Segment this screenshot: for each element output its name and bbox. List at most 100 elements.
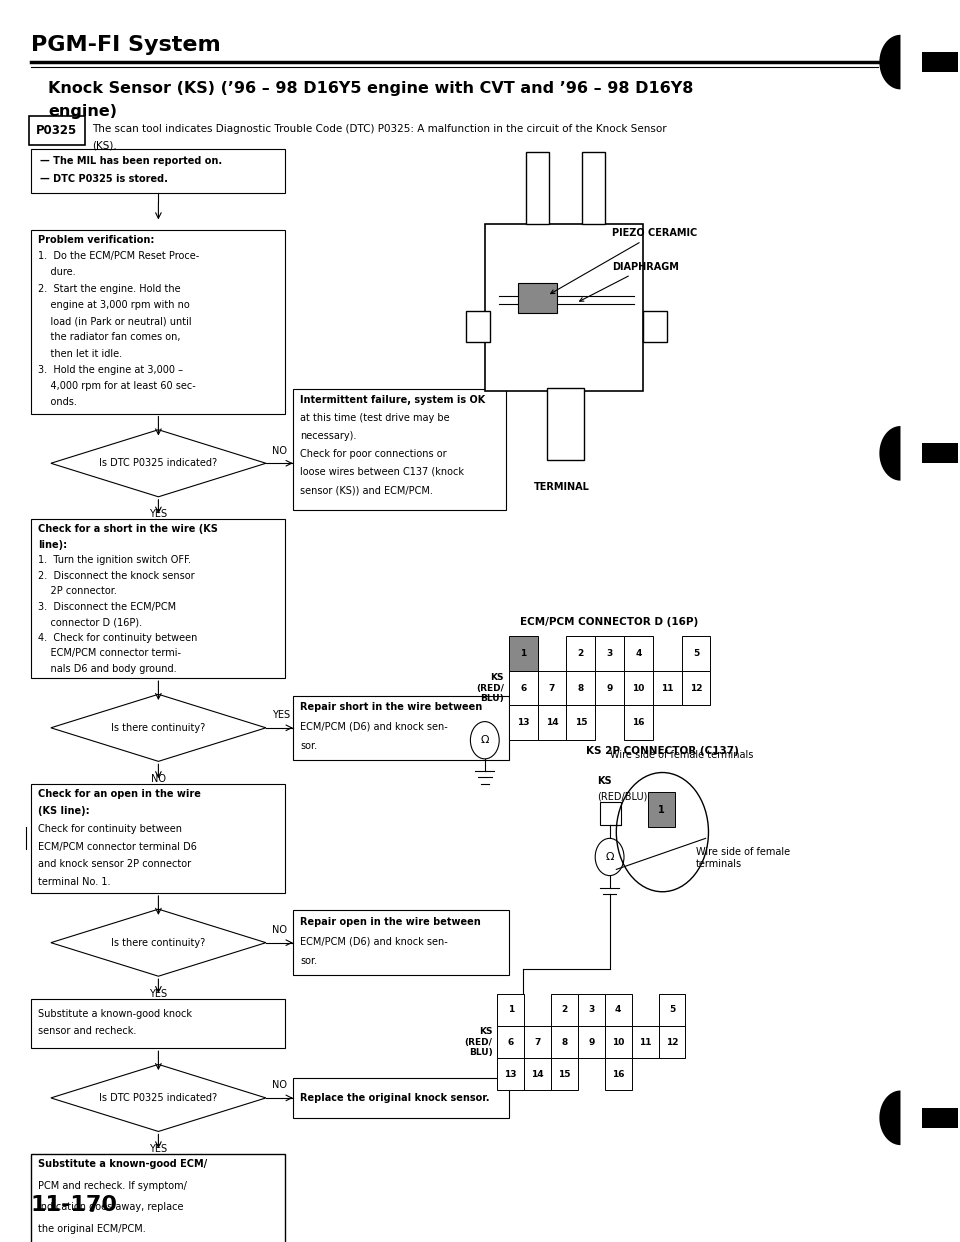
Text: terminal No. 1.: terminal No. 1. [38, 877, 111, 887]
Text: sor.: sor. [300, 956, 318, 966]
Text: Repair open in the wire between: Repair open in the wire between [300, 917, 481, 927]
Text: (KS).: (KS). [92, 140, 117, 150]
FancyBboxPatch shape [293, 910, 509, 975]
Text: 2.  Start the engine. Hold the: 2. Start the engine. Hold the [38, 283, 181, 293]
Text: 1: 1 [658, 805, 665, 815]
Text: PCM and recheck. If symptom/: PCM and recheck. If symptom/ [38, 1181, 187, 1191]
Text: 14: 14 [545, 718, 559, 728]
Text: ECM/PCM connector termi-: ECM/PCM connector termi- [38, 648, 181, 658]
Text: 13: 13 [504, 1069, 517, 1079]
Text: 1: 1 [520, 648, 526, 658]
FancyBboxPatch shape [624, 671, 653, 705]
FancyBboxPatch shape [578, 994, 605, 1026]
Text: 7: 7 [549, 683, 555, 693]
Text: 11: 11 [638, 1037, 652, 1047]
Text: 16: 16 [612, 1069, 625, 1079]
Text: Intermittent failure, system is OK: Intermittent failure, system is OK [300, 395, 486, 405]
Text: 10: 10 [633, 683, 644, 693]
Text: P0325: P0325 [36, 124, 77, 137]
Text: 3.  Disconnect the ECM/PCM: 3. Disconnect the ECM/PCM [38, 602, 177, 612]
FancyBboxPatch shape [643, 310, 667, 342]
FancyBboxPatch shape [605, 1058, 632, 1090]
FancyBboxPatch shape [551, 994, 578, 1026]
Text: then let it idle.: then let it idle. [38, 349, 123, 359]
Text: 12: 12 [665, 1037, 679, 1047]
FancyBboxPatch shape [509, 636, 538, 671]
Text: 6: 6 [520, 683, 526, 693]
Text: 8: 8 [562, 1037, 567, 1047]
Text: Knock Sensor (KS) (’96 – 98 D16Y5 engine with CVT and ’96 – 98 D16Y8: Knock Sensor (KS) (’96 – 98 D16Y5 engine… [48, 81, 693, 96]
FancyBboxPatch shape [595, 636, 624, 671]
Text: Repair short in the wire between: Repair short in the wire between [300, 702, 483, 712]
Text: onds.: onds. [38, 397, 77, 407]
FancyBboxPatch shape [605, 994, 632, 1026]
Text: 4,000 rpm for at least 60 sec-: 4,000 rpm for at least 60 sec- [38, 381, 196, 391]
FancyBboxPatch shape [31, 149, 285, 193]
Text: sensor and recheck.: sensor and recheck. [38, 1026, 136, 1036]
FancyBboxPatch shape [551, 1058, 578, 1090]
FancyBboxPatch shape [526, 152, 549, 224]
Text: KS
(RED/
BLU): KS (RED/ BLU) [465, 1027, 492, 1057]
Text: The scan tool indicates Diagnostic Trouble Code (DTC) P0325: A malfunction in th: The scan tool indicates Diagnostic Troub… [92, 124, 667, 134]
Text: 2: 2 [562, 1005, 567, 1015]
FancyBboxPatch shape [682, 636, 710, 671]
Text: 15: 15 [558, 1069, 571, 1079]
Text: Check for an open in the wire: Check for an open in the wire [38, 789, 202, 799]
Text: 1: 1 [508, 1005, 514, 1015]
Text: DIAPHRAGM: DIAPHRAGM [580, 262, 680, 302]
Text: 3: 3 [607, 648, 612, 658]
Text: NO: NO [272, 446, 287, 456]
Text: 15: 15 [574, 718, 588, 728]
Text: the original ECM/PCM.: the original ECM/PCM. [38, 1225, 146, 1235]
Text: YES: YES [150, 989, 167, 999]
FancyBboxPatch shape [466, 310, 490, 342]
Text: Check for continuity between: Check for continuity between [38, 823, 182, 833]
Text: Replace the original knock sensor.: Replace the original knock sensor. [300, 1093, 490, 1103]
FancyBboxPatch shape [566, 636, 595, 671]
Text: ECM/PCM connector terminal D6: ECM/PCM connector terminal D6 [38, 842, 197, 852]
Text: 16: 16 [632, 718, 645, 728]
Text: Ω: Ω [606, 852, 613, 862]
Text: 11: 11 [660, 683, 674, 693]
FancyBboxPatch shape [538, 705, 566, 740]
Polygon shape [51, 694, 266, 761]
FancyBboxPatch shape [653, 671, 682, 705]
FancyBboxPatch shape [605, 1026, 632, 1058]
Text: at this time (test drive may be: at this time (test drive may be [300, 414, 450, 424]
Text: Substitute a known-good knock: Substitute a known-good knock [38, 1009, 192, 1018]
Text: Substitute a known-good ECM/: Substitute a known-good ECM/ [38, 1159, 207, 1169]
Text: Check for poor connections or: Check for poor connections or [300, 450, 447, 460]
Text: 8: 8 [578, 683, 584, 693]
Text: Check for a short in the wire (KS: Check for a short in the wire (KS [38, 524, 218, 534]
Text: line):: line): [38, 540, 67, 550]
Text: YES: YES [272, 710, 290, 720]
Polygon shape [51, 1064, 266, 1131]
Text: 3: 3 [588, 1005, 594, 1015]
Text: ECM/PCM CONNECTOR D (16P): ECM/PCM CONNECTOR D (16P) [520, 617, 699, 627]
Text: 2: 2 [578, 648, 584, 658]
Text: dure.: dure. [38, 267, 76, 277]
Text: 10: 10 [612, 1037, 624, 1047]
Text: NO: NO [151, 774, 166, 784]
Text: 9: 9 [607, 683, 612, 693]
FancyBboxPatch shape [31, 999, 285, 1048]
Text: Is there continuity?: Is there continuity? [111, 723, 205, 733]
Text: 2.  Disconnect the knock sensor: 2. Disconnect the knock sensor [38, 571, 195, 581]
FancyBboxPatch shape [31, 519, 285, 678]
Text: 6: 6 [508, 1037, 514, 1047]
Text: Is DTC P0325 indicated?: Is DTC P0325 indicated? [99, 458, 218, 468]
Text: 13: 13 [516, 718, 530, 728]
FancyBboxPatch shape [600, 802, 621, 825]
FancyBboxPatch shape [922, 52, 958, 72]
Text: KS: KS [597, 776, 612, 786]
Text: the radiator fan comes on,: the radiator fan comes on, [38, 333, 180, 343]
Text: loose wires between C137 (knock: loose wires between C137 (knock [300, 467, 465, 477]
Text: 9: 9 [588, 1037, 594, 1047]
FancyBboxPatch shape [551, 1026, 578, 1058]
Text: (KS line):: (KS line): [38, 806, 90, 816]
Text: ECM/PCM (D6) and knock sen-: ECM/PCM (D6) and knock sen- [300, 722, 448, 732]
Text: Ω: Ω [481, 735, 489, 745]
Text: ECM/PCM (D6) and knock sen-: ECM/PCM (D6) and knock sen- [300, 936, 448, 946]
Text: NO: NO [272, 1081, 287, 1090]
Text: 3.  Hold the engine at 3,000 –: 3. Hold the engine at 3,000 – [38, 365, 183, 375]
